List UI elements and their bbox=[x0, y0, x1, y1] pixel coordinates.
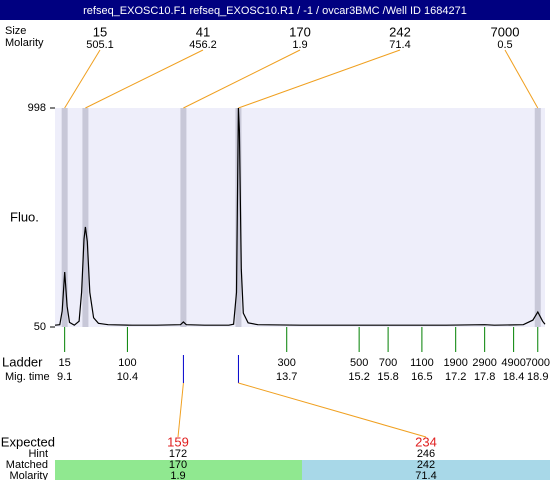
peak-molarity: 1.9 bbox=[292, 39, 307, 51]
ladder-time: 9.1 bbox=[57, 371, 72, 383]
peak-molarity: 71.4 bbox=[389, 39, 410, 51]
peak-molarity: 505.1 bbox=[86, 39, 114, 51]
ladder-size: 7000 bbox=[526, 357, 550, 369]
ladder-time: 15.8 bbox=[377, 371, 398, 383]
peak-connector bbox=[64, 49, 101, 109]
matched-molarity: 1.9 bbox=[170, 470, 185, 480]
peak-size: 7000 bbox=[491, 24, 520, 39]
peak-size: 170 bbox=[289, 24, 311, 39]
peak-connector bbox=[85, 49, 204, 109]
peak-row-label: Size bbox=[5, 25, 26, 37]
matched-size: 170 bbox=[169, 459, 187, 471]
ladder-time: 10.4 bbox=[117, 371, 138, 383]
peak-molarity: 0.5 bbox=[497, 39, 512, 51]
peak-size: 15 bbox=[93, 24, 107, 39]
peak-connector bbox=[238, 49, 401, 109]
hint-size: 246 bbox=[417, 448, 435, 460]
peak-size: 242 bbox=[389, 24, 411, 39]
result-row-label: Hint bbox=[28, 448, 48, 460]
matched-box bbox=[302, 460, 550, 480]
expected-size: 234 bbox=[415, 434, 437, 449]
hint-size: 172 bbox=[169, 448, 187, 460]
ladder-time: 16.5 bbox=[411, 371, 432, 383]
ladder-time: 17.8 bbox=[474, 371, 495, 383]
ladder-size: 700 bbox=[379, 357, 397, 369]
peak-band bbox=[235, 108, 242, 327]
plot-area bbox=[55, 108, 545, 327]
header-bar bbox=[0, 0, 550, 20]
result-connector bbox=[238, 382, 427, 438]
ladder-label: Ladder bbox=[2, 354, 43, 369]
peak-band bbox=[82, 108, 89, 327]
header-title: refseq_EXOSC10.F1 refseq_EXOSC10.R1 / -1… bbox=[83, 5, 467, 17]
ladder-size: 1900 bbox=[443, 357, 467, 369]
ladder-size: 300 bbox=[278, 357, 296, 369]
peak-connector bbox=[504, 49, 539, 109]
ladder-time: 13.7 bbox=[276, 371, 297, 383]
peak-row-label: Molarity bbox=[5, 37, 44, 49]
ladder-size: 100 bbox=[118, 357, 136, 369]
mig-time-label: Mig. time bbox=[5, 371, 50, 383]
ladder-size: 4900 bbox=[501, 357, 525, 369]
peak-size: 41 bbox=[196, 24, 210, 39]
ladder-size: 2900 bbox=[472, 357, 496, 369]
peak-band bbox=[180, 108, 187, 327]
peak-connector bbox=[183, 49, 301, 109]
ladder-time: 15.2 bbox=[348, 371, 369, 383]
ladder-size: 1100 bbox=[410, 357, 434, 369]
peak-band bbox=[61, 108, 68, 327]
ladder-size: 15 bbox=[59, 357, 71, 369]
matched-size: 242 bbox=[417, 459, 435, 471]
ladder-size: 500 bbox=[350, 357, 368, 369]
y-axis-label: Fluo. bbox=[10, 209, 39, 224]
ladder-time: 18.4 bbox=[503, 371, 524, 383]
result-connector bbox=[177, 382, 184, 438]
peak-band bbox=[534, 108, 541, 327]
expected-size: 159 bbox=[167, 434, 189, 449]
peak-molarity: 456.2 bbox=[189, 39, 217, 51]
y-tick-label: 998 bbox=[28, 102, 46, 114]
matched-box bbox=[55, 460, 302, 480]
result-row-label: Expected bbox=[1, 434, 55, 449]
trace bbox=[54, 107, 546, 326]
result-row-label: Molarity bbox=[9, 470, 48, 480]
result-row-label: Matched bbox=[6, 459, 48, 471]
y-tick-label: 50 bbox=[34, 321, 46, 333]
matched-molarity: 71.4 bbox=[415, 470, 436, 480]
ladder-time: 18.9 bbox=[527, 371, 548, 383]
ladder-time: 17.2 bbox=[445, 371, 466, 383]
